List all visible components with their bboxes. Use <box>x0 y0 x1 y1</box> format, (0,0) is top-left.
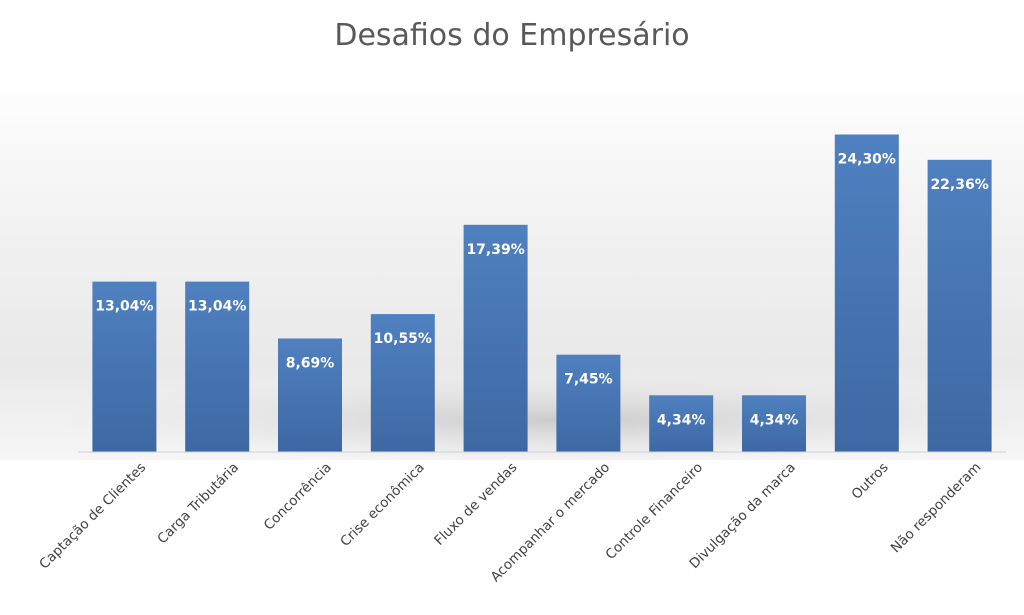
x-tick-label: Fluxo de vendas <box>431 460 520 549</box>
x-tick-label: Carga Tributária <box>154 460 242 548</box>
data-label: 22,36% <box>930 177 988 193</box>
x-tick-label: Outros <box>848 460 891 503</box>
bar <box>278 338 342 452</box>
x-tick-label: Divulgação da marca <box>686 460 798 572</box>
data-label: 7,45% <box>564 372 613 388</box>
bar <box>185 281 250 452</box>
bar <box>649 395 714 452</box>
bar <box>927 159 992 453</box>
data-label: 4,34% <box>657 412 706 428</box>
x-tick-label: Controle Financeiro <box>603 460 706 563</box>
bar <box>92 281 157 452</box>
data-label: 17,39% <box>466 242 524 258</box>
chart-title: Desafios do Empresário <box>334 18 690 53</box>
bar <box>834 134 899 452</box>
bar <box>463 224 528 452</box>
data-label: 13,04% <box>188 299 246 315</box>
bar <box>370 314 435 452</box>
x-tick-label: Concorrência <box>261 460 335 534</box>
data-label: 10,55% <box>374 331 432 347</box>
data-label: 13,04% <box>95 299 153 315</box>
data-label: 4,34% <box>750 412 799 428</box>
data-label: 8,69% <box>286 356 335 372</box>
bar <box>556 354 621 452</box>
x-tick-label: Não responderam <box>888 460 985 557</box>
data-label: 24,30% <box>838 152 896 168</box>
bar <box>742 395 806 452</box>
x-tick-label: Captação de Clientes <box>36 460 149 573</box>
x-tick-label: Crise econômica <box>337 460 427 550</box>
